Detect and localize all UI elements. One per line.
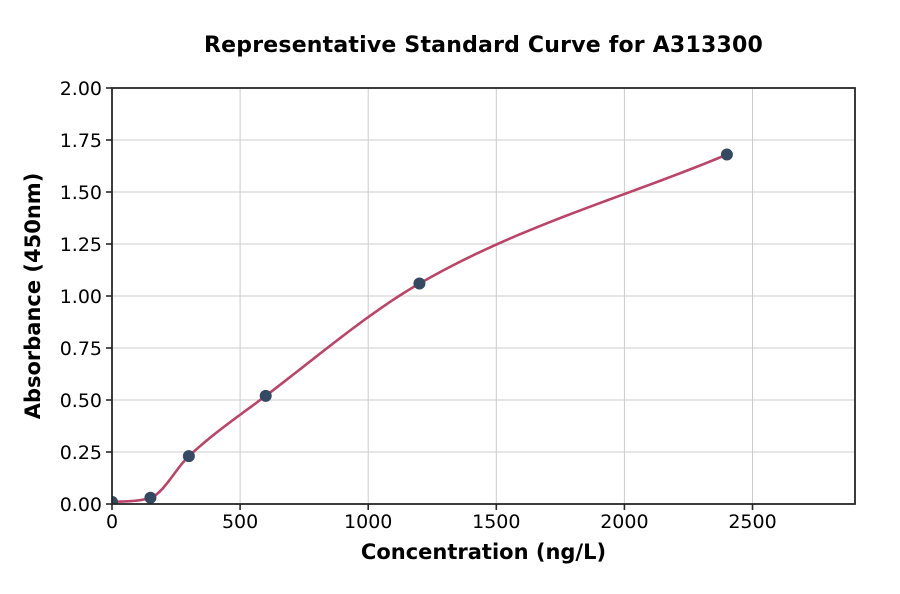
x-tick-label: 2000 bbox=[600, 511, 648, 533]
y-tick-label: 1.00 bbox=[60, 286, 102, 308]
data-point bbox=[259, 389, 272, 402]
data-point bbox=[182, 450, 195, 463]
fit-curve bbox=[112, 153, 729, 504]
x-tick-label: 1500 bbox=[472, 511, 520, 533]
data-point bbox=[413, 277, 426, 290]
x-tick-label: 2500 bbox=[728, 511, 776, 533]
x-tick-label: 0 bbox=[106, 511, 118, 533]
data-layer bbox=[112, 148, 733, 504]
x-tick-label: 1000 bbox=[344, 511, 392, 533]
y-tick-label: 2.00 bbox=[60, 78, 102, 100]
y-tick-label: 0.50 bbox=[60, 390, 102, 412]
y-tick-label: 0.25 bbox=[60, 442, 102, 464]
data-point bbox=[112, 495, 118, 504]
y-tick-label: 1.75 bbox=[60, 130, 102, 152]
y-tick-label: 1.50 bbox=[60, 182, 102, 204]
y-tick-label: 1.25 bbox=[60, 234, 102, 256]
data-point bbox=[144, 491, 157, 504]
x-axis-label: Concentration (ng/L) bbox=[360, 540, 607, 564]
chart-title: Representative Standard Curve for A31330… bbox=[204, 33, 763, 58]
data-point bbox=[720, 148, 733, 161]
y-tick-label: 0.00 bbox=[60, 494, 102, 516]
x-tick-label: 500 bbox=[222, 511, 258, 533]
y-tick-label: 0.75 bbox=[60, 338, 102, 360]
